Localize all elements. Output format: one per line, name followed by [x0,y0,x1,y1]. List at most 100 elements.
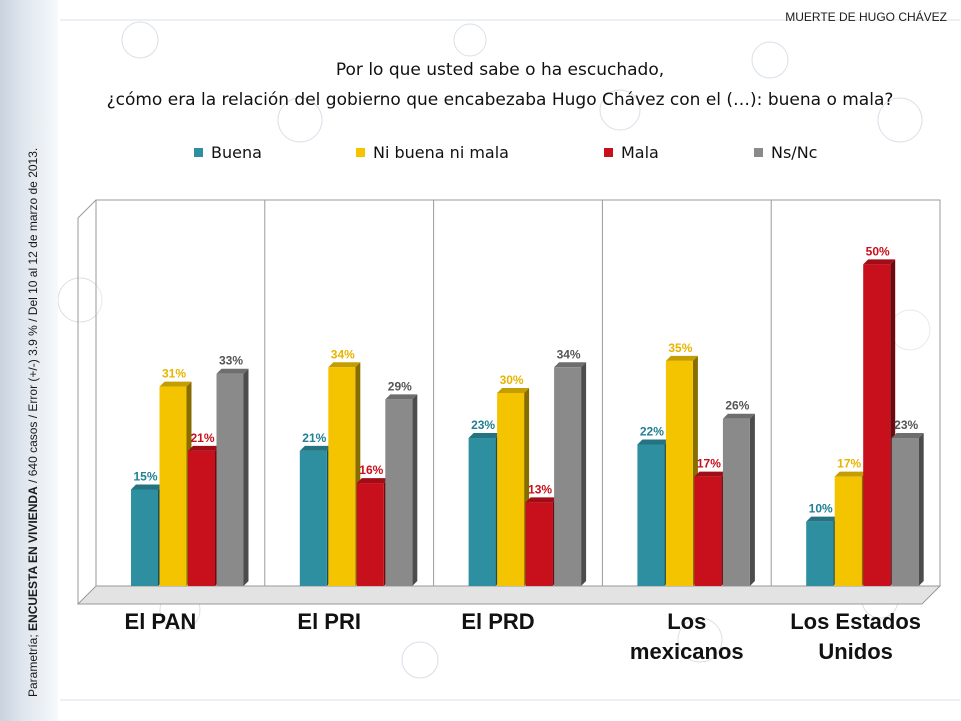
bar-top [694,471,727,477]
question-line-2: ¿cómo era la relación del gobierno que e… [106,90,894,110]
legend-swatch-ni [356,148,365,157]
bar-face [694,476,722,586]
legend-label-ni: Ni buena ni mala [373,143,509,162]
data-label-nsnc-2: 34% [557,347,581,361]
category-label-line: El PRI [297,609,361,634]
bar-face [891,438,919,586]
category-label-4: Los Estados Unidos [771,607,941,667]
category-label-line: El PAN [124,609,197,634]
legend-label-mala: Mala [621,143,659,162]
bar-side [243,368,249,586]
data-label-mala-0: 21% [190,431,214,445]
side-decoration-strip [0,0,58,721]
bar-face [188,450,215,586]
data-label-ni-2: 30% [500,373,524,387]
bar-face [216,373,244,586]
data-label-mala-1: 16% [359,463,383,477]
data-label-ni-4: 17% [837,457,861,471]
data-label-ni-0: 31% [162,367,186,381]
data-label-buena-0: 15% [133,470,157,484]
bar-face [356,483,384,586]
bar-top [637,439,670,445]
bar-top [497,388,530,393]
bar-top [891,433,924,439]
bar-buena-2 [468,433,501,586]
bar-top [159,381,192,387]
bar-face [665,360,693,586]
category-label-line: mexicanos [629,639,744,664]
bar-mala-4 [863,259,896,586]
bar-buena-4 [806,516,839,586]
bar-top [356,478,389,484]
topic-label: MUERTE DE HUGO CHÁVEZ [785,10,947,24]
bar-side [581,362,587,586]
bar-ni-3 [665,355,698,586]
bar-face [554,367,582,586]
data-label-buena-3: 22% [640,424,664,438]
bar-top [722,413,755,419]
bar-top [468,433,501,439]
category-label-line: Unidos [818,639,893,664]
bar-side [412,394,418,586]
legend-swatch-nsnc [754,148,763,157]
data-label-ni-3: 35% [668,341,692,355]
legend-swatch-buena [194,148,203,157]
bar-top [188,445,220,451]
bar-buena-0 [131,484,163,586]
data-label-nsnc-1: 29% [388,379,412,393]
category-label-1: El PRI [244,607,414,637]
bar-nsnc-1 [385,394,418,586]
legend-swatch-mala [604,148,613,157]
category-label-3: Los mexicanos [602,607,772,667]
bar-top [299,445,332,451]
legend-item-ni: Ni buena ni mala [356,143,509,162]
bar-face [863,264,891,586]
bar-ni-0 [159,381,192,586]
bar-face [497,393,525,586]
bar-top [665,355,698,361]
bar-nsnc-0 [216,368,249,586]
bar-face [131,489,158,586]
data-label-buena-1: 21% [302,431,326,445]
category-label-line: El PRD [461,609,535,634]
bar-buena-3 [637,439,670,586]
category-label-2: El PRD [413,607,583,637]
bar-face [637,444,665,586]
chart-floor [76,585,942,605]
legend-item-nsnc: Ns/Nc [754,143,817,162]
category-label-line: Los Estados [790,609,921,634]
bar-top [328,362,361,368]
data-label-buena-2: 23% [471,418,495,432]
bar-mala-1 [356,478,389,586]
bar-top [385,394,418,400]
data-label-mala-3: 17% [697,457,721,471]
bar-nsnc-2 [554,362,587,586]
bar-top [834,471,867,477]
legend-item-buena: Buena [194,143,262,162]
data-label-mala-2: 13% [528,482,552,496]
bar-top [131,484,163,490]
bar-side [918,433,924,586]
bar-mala-2 [525,497,558,586]
bar-face [806,521,834,586]
question-line-1: Por lo que usted sabe o ha escuchado, [335,60,665,80]
bar-face [525,502,553,586]
bar-face [385,399,413,586]
bar-top [525,497,558,503]
category-label-line: Los [667,609,707,634]
bar-mala-3 [694,471,727,586]
bar-face [722,418,750,586]
bar-face [299,450,327,586]
bar-ni-2 [497,388,530,586]
data-label-nsnc-4: 23% [894,418,918,432]
data-label-buena-4: 10% [809,502,833,516]
bar-top [216,368,249,374]
bar-face [328,367,356,586]
data-label-nsnc-3: 26% [725,399,749,413]
bar-nsnc-4 [891,433,924,586]
bar-face [834,476,862,586]
data-label-ni-1: 34% [331,347,355,361]
bar-face [468,438,496,586]
bar-mala-0 [188,445,220,586]
